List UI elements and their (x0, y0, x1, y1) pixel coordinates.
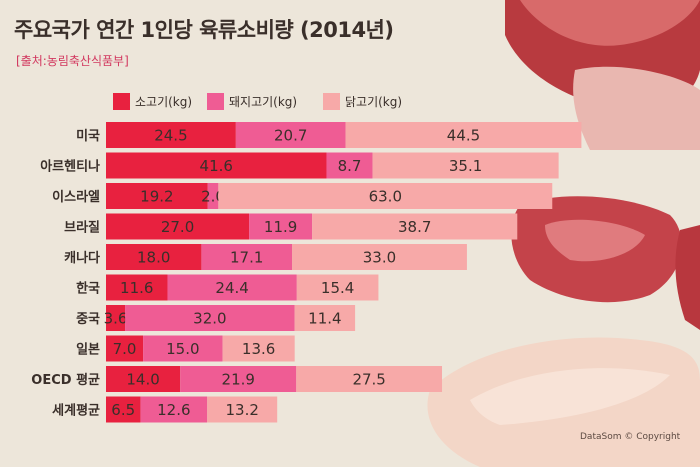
value-label-chicken: 15.4 (321, 279, 354, 297)
bar-segment-chicken (312, 213, 518, 240)
value-label-pork: 20.7 (274, 127, 307, 145)
legend-label-chicken: 닭고기(kg) (345, 95, 403, 109)
value-label-chicken: 13.6 (242, 340, 275, 358)
value-label-pork: 8.7 (338, 157, 362, 175)
legend-label-beef: 소고기(kg) (135, 95, 193, 109)
bar-segment-chicken (296, 366, 443, 392)
chart-source: [출처:농림축산식품부] (16, 54, 129, 68)
bar-segment-chicken (207, 396, 278, 423)
bar-row: OECD 평균 14.0 21.9 27.5 (31, 366, 443, 392)
bar-segment-pork (140, 396, 208, 423)
bar-segment-chicken (294, 305, 356, 331)
bar-segment-pork (326, 152, 373, 179)
value-label-beef: 18.0 (137, 249, 170, 267)
category-label: 한국 (76, 281, 100, 297)
bar-row: 미국 24.5 20.7 44.5 (76, 122, 582, 148)
value-label-beef: 14.0 (126, 371, 159, 389)
category-label: 캐나다 (64, 250, 100, 266)
beef-fat-top (520, 0, 700, 46)
value-label-pork: 17.1 (230, 249, 263, 267)
bar-segment-pork (207, 183, 219, 209)
category-label: 중국 (76, 312, 100, 327)
value-label-pork: 15.0 (166, 340, 199, 358)
beef-marble-middle (545, 219, 645, 262)
value-label-chicken: 13.2 (226, 401, 259, 419)
value-label-pork: 24.4 (215, 279, 248, 297)
category-label: 이스라엘 (52, 189, 100, 205)
category-label: 미국 (76, 128, 100, 144)
category-label: 브라질 (64, 220, 100, 236)
value-label-beef: 27.0 (161, 218, 194, 236)
bar-segment-chicken (218, 183, 553, 209)
value-label-chicken: 63.0 (369, 188, 402, 206)
bar-segment-pork (167, 274, 297, 301)
value-label-chicken: 33.0 (363, 249, 396, 267)
bar-segment-beef (106, 274, 168, 301)
value-label-beef: 6.5 (111, 401, 135, 419)
value-label-beef: 41.6 (200, 157, 233, 175)
value-label-chicken: 35.1 (449, 157, 482, 175)
bar-segment-chicken (296, 274, 379, 301)
bar-segment-beef (106, 335, 144, 362)
category-label: 일본 (76, 343, 100, 358)
bar-row: 중국 3.6 32.0 11.4 (76, 305, 356, 331)
bar-segment-pork (235, 122, 346, 148)
bar-row: 일본 7.0 15.0 13.6 (76, 335, 295, 362)
bar-segment-beef (106, 152, 327, 179)
bar-row: 이스라엘 19.2 2.0 63.0 (52, 183, 553, 209)
copyright-notice: DataSom © Copyright (580, 432, 681, 442)
category-label: OECD 평균 (31, 372, 100, 388)
bar-row: 세계평균 6.5 12.6 13.2 (52, 396, 278, 423)
value-label-pork: 21.9 (222, 371, 255, 389)
bar-segment-chicken (292, 244, 467, 270)
category-label: 세계평균 (52, 403, 100, 419)
bar-segment-pork (143, 335, 223, 362)
bar-segment-chicken (222, 335, 295, 362)
bar-row: 캐나다 18.0 17.1 33.0 (64, 244, 467, 270)
pork-slab-top (573, 66, 700, 150)
legend-item-pork: 돼지고기(kg) (207, 93, 297, 110)
bar-segment-beef (106, 183, 208, 209)
legend-item-chicken: 닭고기(kg) (323, 93, 402, 110)
value-label-pork: 11.9 (264, 218, 297, 236)
legend-swatch-pork (207, 93, 224, 110)
value-label-beef: 19.2 (140, 188, 173, 206)
value-label-beef: 3.6 (104, 310, 128, 328)
beef-edge-right (675, 225, 700, 330)
legend-swatch-beef (113, 93, 130, 110)
value-label-chicken: 44.5 (447, 127, 480, 145)
value-label-beef: 7.0 (113, 340, 137, 358)
bar-segment-beef (106, 305, 126, 331)
category-label: 아르헨티나 (40, 159, 100, 175)
value-label-pork: 32.0 (193, 310, 226, 328)
bar-segment-chicken (372, 152, 559, 179)
bar-segment-pork (201, 244, 293, 270)
value-label-beef: 24.5 (154, 127, 187, 145)
bar-row: 브라질 27.0 11.9 38.7 (64, 213, 518, 240)
bar-segment-pork (249, 213, 313, 240)
value-label-chicken: 38.7 (398, 218, 431, 236)
value-label-chicken: 27.5 (352, 371, 385, 389)
bar-segment-pork (125, 305, 295, 331)
value-label-beef: 11.6 (120, 279, 153, 297)
bar-segment-beef (106, 244, 202, 270)
legend-swatch-chicken (323, 93, 340, 110)
chart-title: 주요국가 연간 1인당 육류소비량 (2014년) (14, 18, 394, 42)
chicken-skin (470, 368, 670, 425)
bar-segment-pork (180, 366, 297, 392)
bar-segment-beef (106, 213, 250, 240)
legend-label-pork: 돼지고기(kg) (229, 95, 298, 109)
bar-row: 한국 11.6 24.4 15.4 (76, 274, 379, 301)
bar-segment-beef (106, 122, 236, 148)
value-label-pork: 12.6 (157, 401, 190, 419)
value-label-chicken: 11.4 (308, 310, 341, 328)
bar-segment-beef (106, 366, 181, 392)
legend-item-beef: 소고기(kg) (113, 93, 192, 110)
bar-segment-chicken (345, 122, 582, 148)
bar-segment-beef (106, 396, 141, 423)
bar-row: 아르헨티나 41.6 8.7 35.1 (40, 152, 559, 179)
